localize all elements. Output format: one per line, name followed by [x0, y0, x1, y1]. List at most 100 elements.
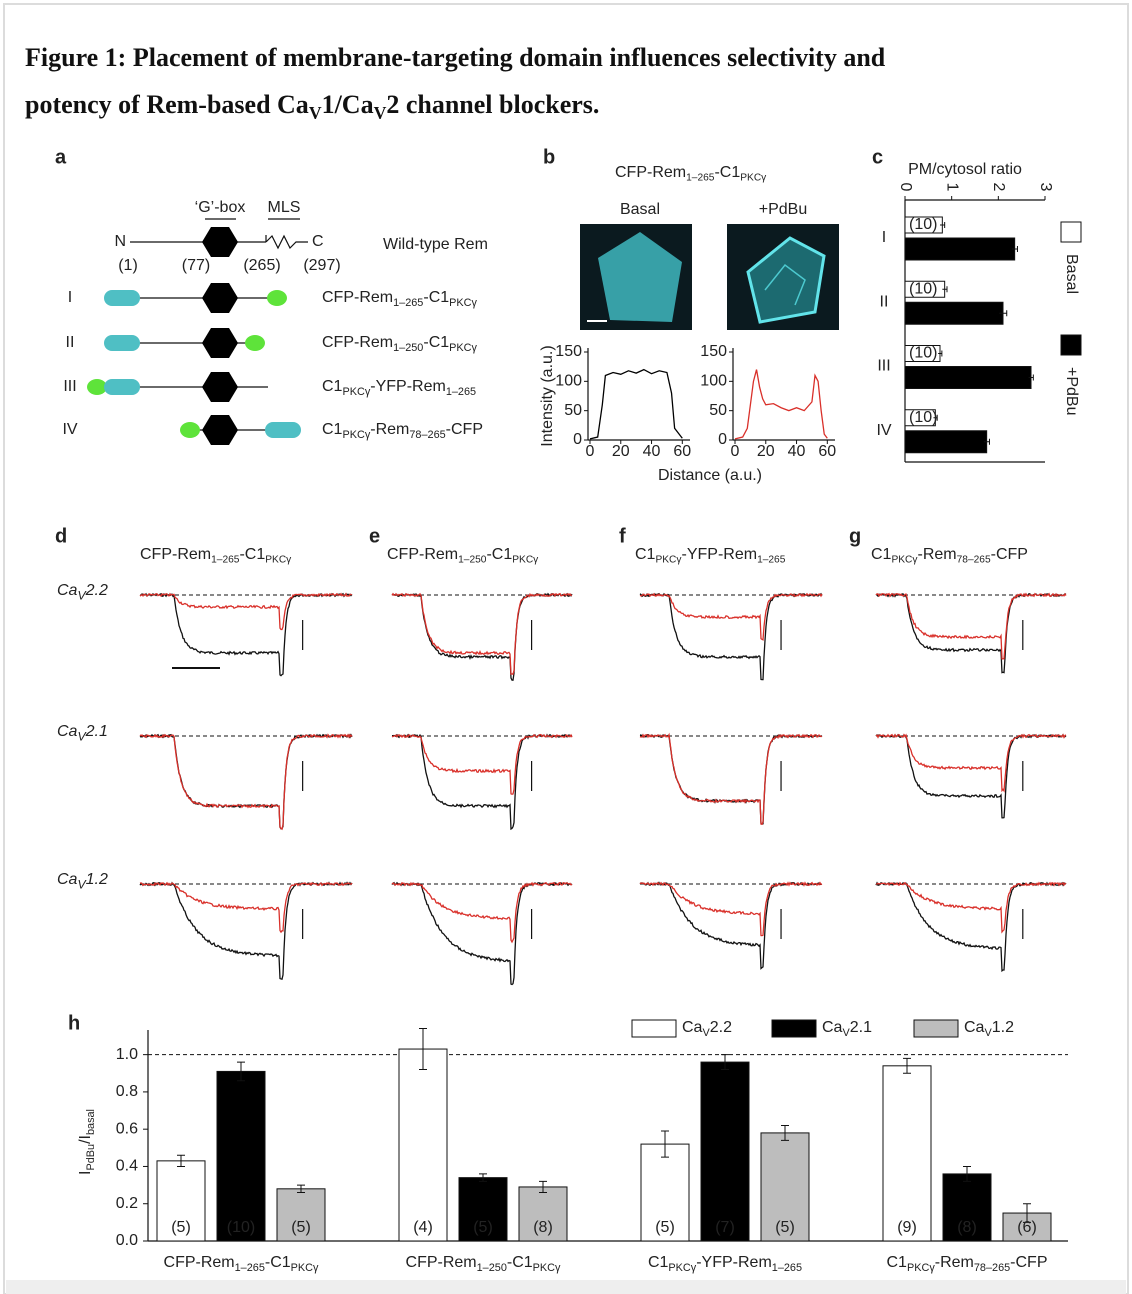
text-part: Ca [57, 723, 78, 740]
g-box [202, 372, 238, 402]
profile-line [589, 368, 683, 440]
figure-title: potency of Rem-based CaV1/CaV2 channel b… [25, 90, 599, 123]
figure-title: Figure 1: Placement of membrane-targetin… [25, 43, 886, 72]
legend-label: Basal [1063, 254, 1080, 294]
text-part: PKCγ [342, 386, 370, 398]
y-tick-label: 0.8 [116, 1083, 138, 1100]
cell-detail [764, 263, 806, 306]
row-label: CaV2.2 [57, 582, 108, 602]
text-part: Figure 1: Placement of membrane-targetin… [25, 43, 886, 72]
category-label: CFP-Rem1–265-C1PKCγ [164, 1254, 320, 1273]
text-part: 1–265 [235, 1262, 265, 1274]
y-axis-label: Intensity (a.u.) [539, 345, 556, 446]
text-part: V [77, 730, 87, 744]
text-part: -Rem [370, 421, 409, 438]
category-label: C1PKCγ-Rem78–265-CFP [887, 1254, 1048, 1273]
x-tick-label: 20 [612, 443, 630, 460]
y-tick-label: 0.4 [116, 1158, 138, 1175]
text-part: 1–265 [757, 554, 786, 565]
text-part: potency of Rem-based Ca [25, 90, 309, 119]
n-label: (5) [171, 1219, 191, 1236]
n-label: (9) [897, 1219, 917, 1236]
panel-title: CFP-Rem1–265-C1PKCγ [140, 546, 292, 565]
n-label: (5) [655, 1219, 675, 1236]
text-part: 2.2 [85, 582, 108, 599]
cfp-domain [104, 379, 140, 395]
error-bar [983, 438, 990, 445]
bar [640, 1143, 690, 1242]
text-part: -C1 [239, 546, 265, 563]
g-box [202, 328, 238, 358]
text-part: CFP-Rem [387, 546, 458, 563]
error-bar [297, 1184, 305, 1194]
footer-strip [6, 1280, 1126, 1294]
text-part: 78–265 [957, 554, 991, 565]
n-label: (4) [413, 1219, 433, 1236]
bar [216, 1070, 266, 1242]
panel-title: C1PKCγ-YFP-Rem1–265 [635, 546, 786, 565]
bar [904, 430, 988, 454]
error-bar [419, 1028, 427, 1071]
category-label: C1PKCγ-YFP-Rem1–265 [648, 1254, 802, 1273]
construct-label: C1PKCγ-YFP-Rem1–265 [322, 378, 476, 397]
cell [746, 236, 826, 324]
text-part: V [309, 103, 322, 123]
n-label: (5) [473, 1219, 493, 1236]
text-part: -C1 [714, 164, 740, 181]
error-bar [177, 1154, 185, 1167]
panel-letter: h [68, 1012, 80, 1034]
text-part: PKCγ [291, 1262, 319, 1274]
x-axis-label: PM/cytosol ratio [908, 161, 1022, 178]
text-part: I [77, 1171, 94, 1175]
error-bar [479, 1173, 487, 1182]
error-bar [933, 414, 938, 421]
current-trace [875, 733, 1067, 819]
panel-letter: e [369, 525, 380, 547]
y-tick-label: 0.6 [116, 1120, 138, 1137]
bar [904, 301, 1004, 325]
c1-domain [180, 422, 200, 438]
text-part: C1 [887, 1254, 908, 1271]
bar [458, 1177, 508, 1242]
text-part: PKCγ [533, 1262, 561, 1274]
text-part: V [842, 1027, 850, 1039]
text-part: 1–250 [477, 1262, 507, 1274]
error-bar [661, 1130, 669, 1158]
bar [942, 1173, 992, 1242]
text-part: PKCγ [512, 554, 539, 565]
text-part: 1/Ca [322, 90, 374, 119]
text-part: PKCγ [342, 429, 370, 441]
cfp-domain [265, 422, 301, 438]
text-part: -C1 [507, 1254, 533, 1271]
panel-letter: a [55, 146, 67, 168]
y-axis-label: IPdBu/Ibasal [77, 1109, 96, 1175]
n-label: (10) [909, 216, 937, 233]
current-trace [639, 592, 823, 641]
panel-letter: d [55, 525, 67, 547]
panel-title: CFP-Rem1–250-C1PKCγ [387, 546, 539, 565]
text-part: PKCγ [449, 297, 477, 309]
x-tick-label: 60 [818, 443, 836, 460]
text-part: PKCγ [265, 554, 292, 565]
text-part: 1.2 [86, 871, 108, 888]
text-part: -CFP [991, 546, 1028, 563]
text-part: 1–265 [686, 172, 715, 183]
error-bar [938, 350, 943, 357]
error-bar [237, 1061, 245, 1082]
construct-id: III [63, 378, 76, 395]
current-trace [875, 881, 1067, 934]
y-tick-label: 0 [718, 431, 727, 448]
error-bar [1028, 374, 1034, 381]
text-part: 1.2 [992, 1019, 1014, 1036]
text-part: -C1 [486, 546, 512, 563]
current-trace [875, 592, 1067, 660]
text-part: Ca [682, 1019, 703, 1036]
text-part: PKCγ [907, 1262, 935, 1274]
error-bar [781, 1124, 789, 1141]
text-part: C1 [322, 421, 343, 438]
x-axis-label: Distance (a.u.) [658, 467, 762, 484]
text-part: V [77, 878, 87, 892]
category-label: IV [876, 422, 891, 439]
error-bar [1011, 246, 1018, 252]
